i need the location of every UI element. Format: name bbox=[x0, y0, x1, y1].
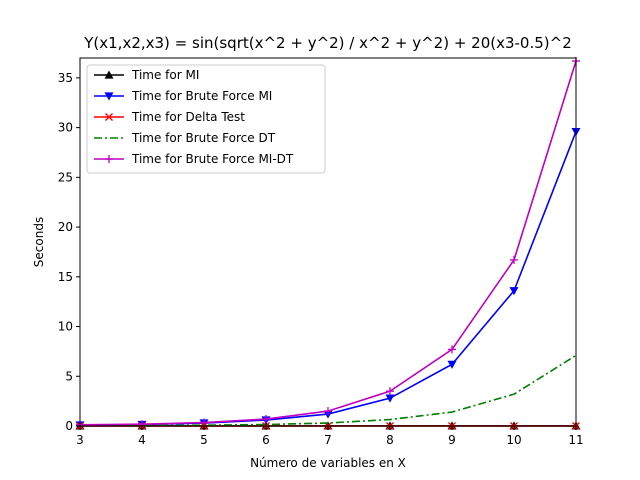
legend-item: Time for MI bbox=[94, 68, 199, 82]
series-time-for-brute-force-dt bbox=[79, 354, 577, 427]
data-point bbox=[200, 418, 208, 427]
y-tick-label: 0 bbox=[65, 419, 73, 433]
data-point bbox=[386, 387, 394, 396]
x-tick-label: 4 bbox=[138, 433, 146, 447]
data-point bbox=[262, 415, 270, 424]
y-tick-label: 15 bbox=[58, 270, 73, 284]
legend-box bbox=[86, 64, 326, 174]
marker-stroke bbox=[105, 113, 113, 121]
legend-label: Time for Brute Force MI bbox=[131, 89, 272, 103]
legend-marker bbox=[105, 113, 113, 121]
series-line bbox=[79, 354, 577, 427]
y-tick-label: 35 bbox=[58, 71, 73, 85]
x-tick-label: 11 bbox=[568, 433, 583, 447]
data-point bbox=[447, 360, 457, 369]
legend-label: Time for MI bbox=[131, 68, 199, 82]
legend-label: Time for Delta Test bbox=[131, 110, 245, 124]
y-tick-label: 5 bbox=[65, 369, 73, 383]
legend: Time for MI Time for Brute Force MI Time f… bbox=[86, 64, 326, 174]
axis-ticks: 3 4 5 6 7 8 9 10 11 0 5 10 15 20 25 30 35 bbox=[58, 71, 584, 447]
data-point bbox=[509, 287, 519, 296]
legend-label: Time for Brute Force DT bbox=[131, 131, 276, 145]
x-tick-label: 6 bbox=[262, 433, 270, 447]
data-point bbox=[385, 394, 395, 403]
y-tick-label: 25 bbox=[58, 170, 73, 184]
x-axis-label: Número de variables en X bbox=[250, 456, 406, 470]
legend-marker bbox=[104, 92, 114, 101]
legend-item: Time for Brute Force MI-DT bbox=[94, 152, 294, 166]
y-axis-label: Seconds bbox=[32, 217, 46, 267]
x-tick-label: 9 bbox=[448, 433, 456, 447]
data-point bbox=[510, 255, 518, 264]
data-point bbox=[324, 407, 332, 416]
x-tick-label: 3 bbox=[76, 433, 84, 447]
legend-marker bbox=[105, 155, 113, 163]
x-tick-label: 8 bbox=[386, 433, 394, 447]
x-tick-label: 5 bbox=[200, 433, 208, 447]
data-point bbox=[448, 345, 456, 354]
chart-title: Y(x1,x2,x3) = sin(sqrt(x^2 + y^2) / x^2 … bbox=[83, 34, 572, 52]
y-tick-label: 10 bbox=[58, 320, 73, 334]
legend-item: Time for Brute Force DT bbox=[94, 131, 276, 145]
legend-item: Time for Brute Force MI bbox=[94, 89, 272, 103]
y-tick-label: 30 bbox=[58, 121, 73, 135]
legend-item: Time for Delta Test bbox=[94, 110, 245, 124]
y-tick-label: 20 bbox=[58, 220, 73, 234]
x-tick-label: 10 bbox=[506, 433, 521, 447]
legend-label: Time for Brute Force MI-DT bbox=[131, 152, 294, 166]
x-tick-label: 7 bbox=[324, 433, 332, 447]
legend-marker bbox=[104, 70, 114, 79]
